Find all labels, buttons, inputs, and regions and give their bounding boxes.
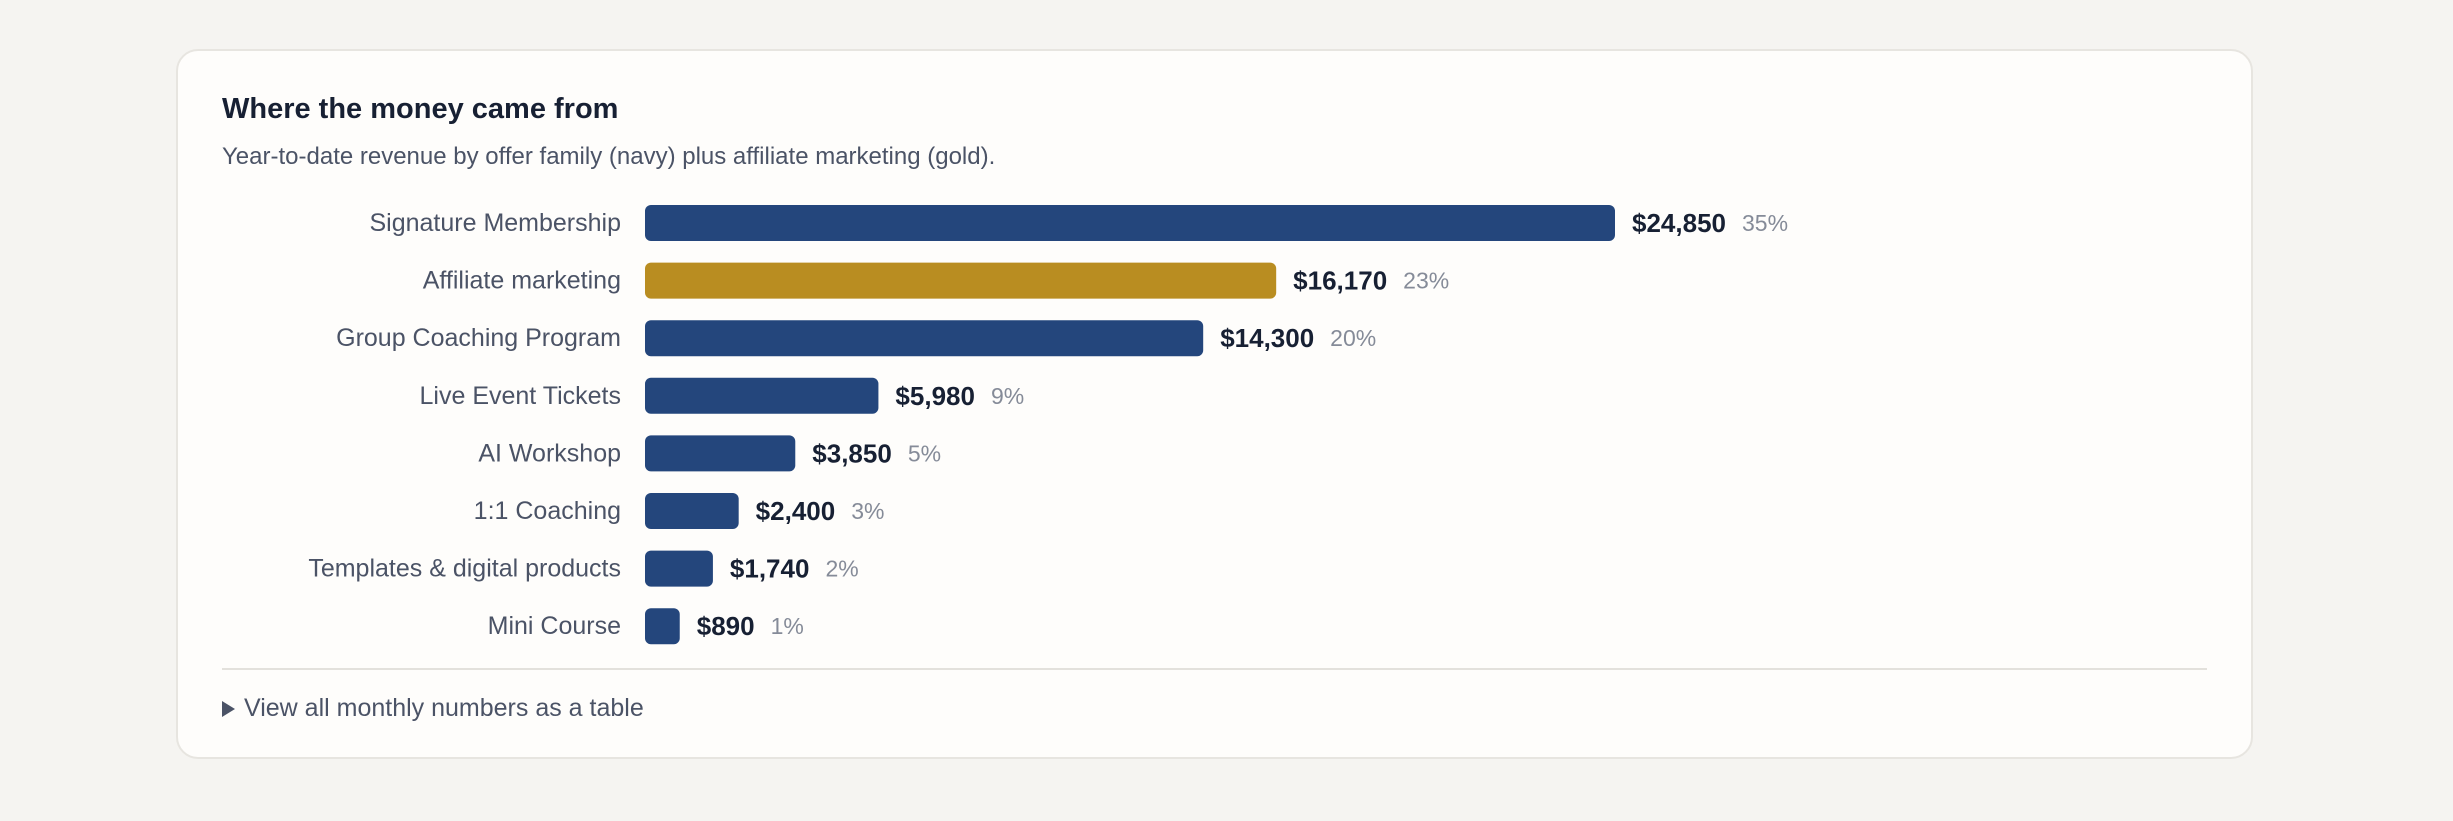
- category-label: Group Coaching Program: [336, 324, 621, 352]
- value-label: $16,170: [1293, 266, 1387, 296]
- revenue-card: Where the money came from Year-to-date r…: [176, 49, 2253, 759]
- value-label: $24,850: [1632, 208, 1726, 238]
- triangle-right-icon: [222, 700, 235, 717]
- bar: [645, 320, 1204, 357]
- bar: [645, 205, 1615, 241]
- bar: [645, 493, 739, 529]
- category-label: Live Event Tickets: [420, 382, 621, 410]
- category-label: Affiliate marketing: [423, 267, 621, 295]
- category-label: 1:1 Coaching: [474, 497, 621, 525]
- bar: [645, 608, 680, 645]
- revenue-bar-chart: Signature Membership $24,850 35% Affiliate …: [308, 205, 1788, 645]
- category-label: Signature Membership: [369, 209, 621, 237]
- view-table-toggle[interactable]: View all monthly numbers as a table: [222, 694, 644, 723]
- value-label: $14,300: [1220, 323, 1314, 353]
- percent-label: 5%: [908, 440, 941, 466]
- bar: [645, 435, 796, 472]
- value-label: $890: [697, 611, 755, 641]
- bar: [645, 262, 1277, 299]
- percent-label: 1%: [771, 613, 804, 639]
- value-label: $2,400: [756, 496, 836, 526]
- chart-title: Where the money came from: [222, 93, 619, 125]
- value-label: $1,740: [730, 554, 810, 584]
- percent-label: 23%: [1403, 268, 1449, 294]
- bar: [645, 550, 713, 587]
- percent-label: 20%: [1330, 325, 1376, 351]
- value-label: $5,980: [895, 381, 975, 411]
- percent-label: 3%: [851, 498, 884, 524]
- bar: [645, 377, 879, 414]
- percent-label: 9%: [991, 383, 1024, 409]
- percent-label: 2%: [825, 556, 858, 582]
- percent-label: 35%: [1742, 210, 1788, 236]
- chart-subtitle: Year-to-date revenue by offer family (na…: [222, 143, 996, 170]
- value-label: $3,850: [812, 438, 892, 468]
- category-label: Mini Course: [488, 612, 621, 640]
- divider: [222, 668, 2207, 670]
- category-label: Templates & digital products: [308, 555, 621, 583]
- view-table-label: View all monthly numbers as a table: [244, 694, 644, 722]
- category-label: AI Workshop: [478, 439, 621, 467]
